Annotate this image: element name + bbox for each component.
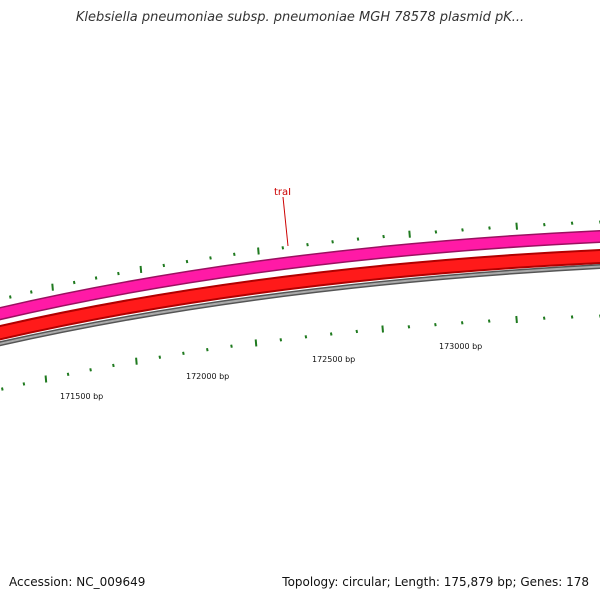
gc-tick [206,348,209,352]
gc-tick [356,237,360,241]
gc-tick [434,323,437,327]
gc-tick [543,223,546,227]
accession-label: Accession: NC_009649 [9,575,146,589]
gc-tick [22,382,26,386]
gc-tick [542,316,546,320]
gc-tick [158,355,162,359]
gc-tick [162,263,166,268]
gc-tick [304,335,308,339]
gc-tick [382,234,385,239]
gc-tick [9,295,12,299]
gc-tick [434,230,438,234]
gc-tick [30,290,33,294]
gc-tick [515,315,518,324]
position-label: 172000 bp [186,372,229,381]
gene-label-leader [282,196,289,247]
gc-tick [570,315,574,319]
gc-tick [182,351,185,355]
gc-tick [94,276,98,280]
gc-tick [112,363,115,368]
gc-tick [44,375,48,383]
upper-gc-ticks [9,220,600,299]
map-title: Klebsiella pneumoniae subsp. pneumoniae … [75,10,525,25]
gc-tick [408,230,411,238]
position-label: 171500 bp [60,392,103,401]
gc-tick [209,256,212,260]
position-label: 173000 bp [439,342,482,351]
gc-tick [461,228,464,232]
gc-tick [570,221,574,225]
lower-gc-ticks [1,314,600,391]
gc-tick [487,319,491,323]
gc-tick [281,246,285,250]
gc-tick [135,357,138,365]
gc-tick [306,243,309,247]
gc-tick [355,329,359,334]
gene-label-trai: traI [274,187,291,198]
gc-tick [89,368,92,372]
gc-tick [279,338,283,342]
gc-tick [331,240,334,244]
gc-tick [117,271,120,276]
gc-tick [233,252,236,256]
gc-tick [407,325,411,329]
gc-tick [460,321,464,325]
backbone-highlight [0,265,600,345]
gc-tick [139,265,143,273]
gc-tick [257,247,260,255]
inner-ring-fill [0,250,600,339]
position-label: 172500 bp [312,355,355,364]
gc-tick [51,283,54,291]
gc-tick [185,259,189,264]
gc-tick [381,325,384,333]
gc-tick [1,387,4,391]
summary-label: Topology: circular; Length: 175,879 bp; … [282,575,589,589]
gc-tick [488,226,491,230]
gc-tick [515,222,518,230]
gc-tick [230,344,233,348]
gc-tick [66,372,70,376]
outer-ring-fill [0,231,600,319]
gc-tick [329,332,333,336]
gc-tick [254,339,258,347]
gc-tick [72,280,76,285]
